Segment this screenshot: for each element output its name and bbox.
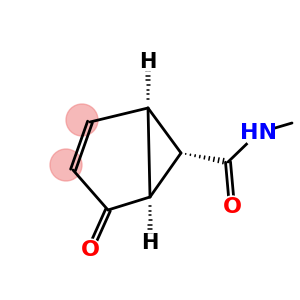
Circle shape (221, 196, 243, 218)
Text: O: O (80, 240, 100, 260)
Circle shape (244, 119, 272, 147)
Circle shape (50, 149, 82, 181)
Text: O: O (223, 197, 242, 217)
Text: H: H (139, 52, 157, 72)
Circle shape (79, 239, 101, 261)
Circle shape (66, 104, 98, 136)
Circle shape (141, 234, 159, 252)
Circle shape (139, 53, 157, 71)
Text: H: H (141, 233, 159, 253)
Text: HN: HN (239, 123, 277, 143)
